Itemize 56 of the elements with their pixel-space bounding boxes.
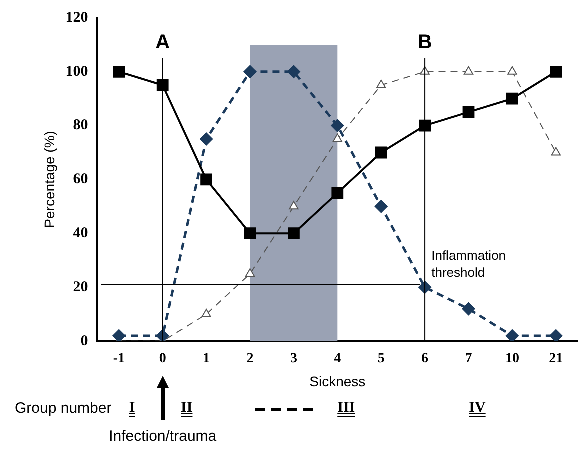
x-tick-label: 4 — [334, 351, 342, 366]
x-tick-label: 5 — [378, 351, 385, 366]
point — [288, 66, 300, 78]
y-tick-label: 0 — [80, 333, 88, 350]
point — [464, 66, 474, 75]
text: Group number — [15, 400, 112, 417]
point — [156, 79, 169, 92]
point — [331, 120, 344, 132]
ref-line-label: A — [156, 32, 170, 54]
text: II — [181, 400, 193, 417]
point — [462, 302, 475, 316]
x-tick-label: 7 — [465, 351, 472, 366]
ref-line-label: B — [418, 32, 432, 54]
point — [506, 92, 518, 105]
point — [244, 228, 256, 240]
point — [550, 330, 562, 342]
x-axis-title: Sickness — [310, 373, 366, 390]
y-tick-label: 120 — [66, 10, 88, 26]
point — [289, 201, 299, 210]
x-tick-label: 0 — [159, 351, 166, 366]
point — [375, 146, 388, 159]
point — [200, 133, 213, 146]
point — [200, 174, 212, 186]
text: III — [338, 400, 356, 417]
text: I — [129, 400, 136, 417]
x-tick-label: 1 — [203, 351, 210, 366]
point — [288, 228, 300, 240]
point — [508, 66, 518, 75]
x-tick-label: 10 — [505, 351, 520, 366]
point — [462, 106, 475, 118]
x-tick-label: 6 — [422, 351, 429, 366]
y-tick-label: 20 — [73, 279, 88, 296]
point — [550, 66, 562, 78]
point — [551, 147, 561, 156]
point — [245, 268, 256, 278]
point — [419, 120, 431, 132]
y-axis-title: Percentage (%) — [41, 131, 58, 228]
y-tick-label: 60 — [73, 172, 88, 188]
x-tick-label: 21 — [549, 351, 564, 366]
ref-line-label: Inflammation threshold — [432, 248, 506, 280]
point — [244, 66, 256, 78]
x-tick-label: 3 — [290, 351, 298, 366]
text: Infection/trauma — [109, 428, 217, 445]
point — [375, 200, 388, 213]
x-tick-label: -1 — [113, 351, 125, 366]
y-tick-label: 80 — [73, 118, 88, 134]
point — [113, 66, 126, 78]
point — [202, 308, 212, 318]
y-tick-label: 100 — [66, 64, 88, 80]
point — [332, 187, 344, 200]
point — [332, 134, 342, 142]
x-tick-label: 2 — [246, 351, 254, 366]
point — [506, 330, 519, 342]
text: IV — [469, 400, 486, 417]
point — [376, 80, 386, 88]
y-tick-label: 40 — [73, 225, 88, 242]
